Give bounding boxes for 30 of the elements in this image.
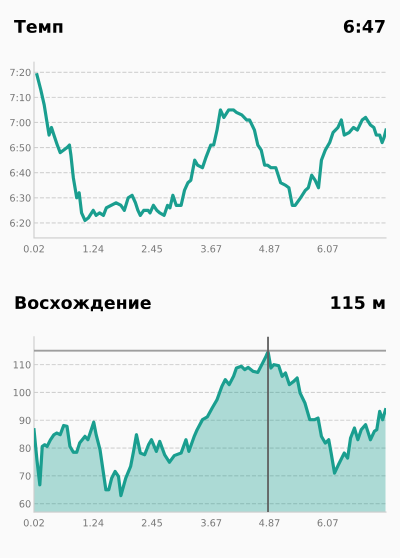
y-tick-label: 100	[14, 388, 31, 396]
x-tick-label: 0.02	[24, 245, 44, 252]
y-tick-label: 6:20	[10, 219, 31, 227]
y-tick-label: 60	[20, 500, 31, 508]
line-series	[35, 73, 386, 222]
x-tick-label: 3.67	[201, 519, 222, 526]
y-tick-label: 7:10	[10, 94, 31, 102]
y-tick-label: 7:00	[10, 118, 31, 126]
chart-title: Темп	[14, 20, 62, 33]
x-tick-label: 2.45	[142, 245, 162, 252]
y-tick-label: 6:50	[10, 144, 31, 152]
x-tick-label: 6.07	[318, 519, 338, 526]
x-tick-label: 4.87	[259, 519, 280, 526]
y-tick-label: 90	[19, 416, 31, 424]
chart-subtitle: 115 м	[331, 296, 385, 310]
y-tick-label: 6:30	[10, 194, 31, 202]
chart-subtitle: 6:47	[344, 20, 385, 33]
x-tick-label: 2.45	[142, 519, 162, 526]
x-tick-label: 6.07	[318, 245, 338, 252]
x-tick-label: 1.24	[83, 519, 104, 526]
x-tick-label: 1.24	[83, 245, 104, 252]
chart-title: Восхождение	[16, 296, 151, 312]
x-tick-label: 3.67	[201, 245, 222, 252]
x-tick-label: 4.87	[259, 245, 280, 252]
y-tick-label: 110	[14, 361, 31, 368]
y-tick-label: 6:40	[10, 169, 31, 177]
y-tick-label: 70	[20, 472, 31, 480]
y-tick-label: 7:20	[10, 68, 31, 76]
x-tick-label: 0.02	[24, 519, 44, 526]
y-tick-label: 80	[20, 444, 31, 452]
